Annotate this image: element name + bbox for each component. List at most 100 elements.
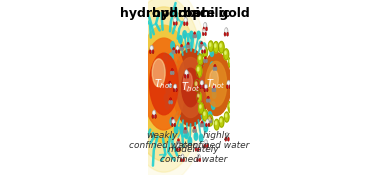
Circle shape	[177, 142, 178, 144]
Circle shape	[193, 126, 196, 132]
Circle shape	[225, 29, 226, 32]
Circle shape	[204, 49, 205, 52]
Circle shape	[194, 132, 198, 140]
Circle shape	[203, 47, 208, 57]
Circle shape	[180, 44, 183, 50]
Circle shape	[232, 65, 238, 77]
Circle shape	[196, 65, 202, 77]
Circle shape	[200, 124, 201, 127]
Circle shape	[177, 144, 180, 150]
Circle shape	[179, 148, 181, 151]
Circle shape	[176, 46, 179, 52]
Circle shape	[213, 71, 216, 79]
Circle shape	[143, 38, 185, 130]
Circle shape	[171, 117, 174, 123]
Circle shape	[213, 86, 215, 91]
Circle shape	[195, 144, 199, 150]
Circle shape	[118, 0, 210, 175]
Circle shape	[204, 144, 206, 148]
Circle shape	[196, 145, 197, 147]
Circle shape	[208, 41, 213, 52]
Circle shape	[187, 74, 189, 78]
Circle shape	[207, 120, 208, 123]
Circle shape	[155, 114, 156, 118]
Text: highly
confined water: highly confined water	[183, 131, 250, 150]
Circle shape	[200, 80, 204, 88]
Circle shape	[172, 123, 173, 127]
Circle shape	[187, 45, 188, 48]
Circle shape	[176, 88, 177, 92]
Circle shape	[206, 88, 208, 92]
Text: hydrophilic: hydrophilic	[152, 7, 229, 20]
Circle shape	[194, 32, 196, 37]
Circle shape	[202, 85, 204, 89]
Circle shape	[211, 85, 215, 92]
Circle shape	[195, 130, 196, 132]
Circle shape	[209, 70, 218, 89]
Circle shape	[195, 148, 197, 151]
Circle shape	[171, 120, 172, 123]
Circle shape	[212, 91, 216, 98]
Circle shape	[178, 36, 182, 43]
Circle shape	[194, 79, 200, 92]
Circle shape	[177, 148, 178, 151]
Circle shape	[201, 121, 203, 126]
Circle shape	[169, 101, 170, 104]
Circle shape	[199, 41, 203, 49]
Circle shape	[198, 155, 199, 158]
Circle shape	[228, 82, 229, 84]
Circle shape	[171, 68, 174, 74]
Circle shape	[204, 88, 206, 92]
Circle shape	[176, 50, 177, 53]
Circle shape	[137, 25, 191, 143]
Circle shape	[225, 28, 228, 35]
Circle shape	[202, 32, 204, 36]
Circle shape	[180, 158, 182, 162]
Circle shape	[195, 82, 197, 86]
Circle shape	[173, 120, 174, 123]
Text: hydrophobic: hydrophobic	[120, 7, 208, 20]
Circle shape	[202, 45, 203, 47]
Circle shape	[197, 158, 198, 162]
Circle shape	[206, 61, 227, 107]
Circle shape	[185, 19, 186, 21]
Circle shape	[214, 44, 216, 47]
Circle shape	[200, 45, 201, 47]
Circle shape	[224, 32, 226, 36]
Text: $T_{hot}$: $T_{hot}$	[181, 81, 200, 94]
Circle shape	[208, 112, 212, 119]
Circle shape	[176, 22, 177, 25]
Circle shape	[189, 45, 190, 48]
Circle shape	[206, 123, 207, 127]
Circle shape	[205, 141, 206, 144]
Circle shape	[201, 50, 203, 53]
Circle shape	[166, 102, 169, 109]
Circle shape	[170, 84, 172, 87]
Circle shape	[200, 41, 203, 47]
Circle shape	[197, 148, 199, 151]
Circle shape	[178, 145, 179, 147]
Circle shape	[185, 70, 188, 77]
Circle shape	[225, 112, 229, 122]
Circle shape	[174, 84, 177, 91]
Circle shape	[200, 105, 201, 108]
Circle shape	[173, 22, 175, 25]
Circle shape	[224, 49, 229, 60]
Circle shape	[208, 120, 210, 122]
Circle shape	[214, 42, 218, 53]
Circle shape	[172, 72, 174, 74]
Circle shape	[188, 137, 192, 145]
Circle shape	[199, 134, 203, 142]
Circle shape	[152, 59, 165, 87]
Circle shape	[220, 119, 222, 122]
Circle shape	[206, 27, 208, 31]
Circle shape	[226, 134, 227, 137]
Circle shape	[227, 32, 229, 36]
Circle shape	[206, 119, 209, 126]
Circle shape	[184, 130, 185, 133]
Circle shape	[180, 126, 184, 134]
Circle shape	[184, 17, 187, 25]
Circle shape	[225, 137, 227, 141]
Circle shape	[174, 126, 178, 134]
Circle shape	[232, 90, 237, 102]
